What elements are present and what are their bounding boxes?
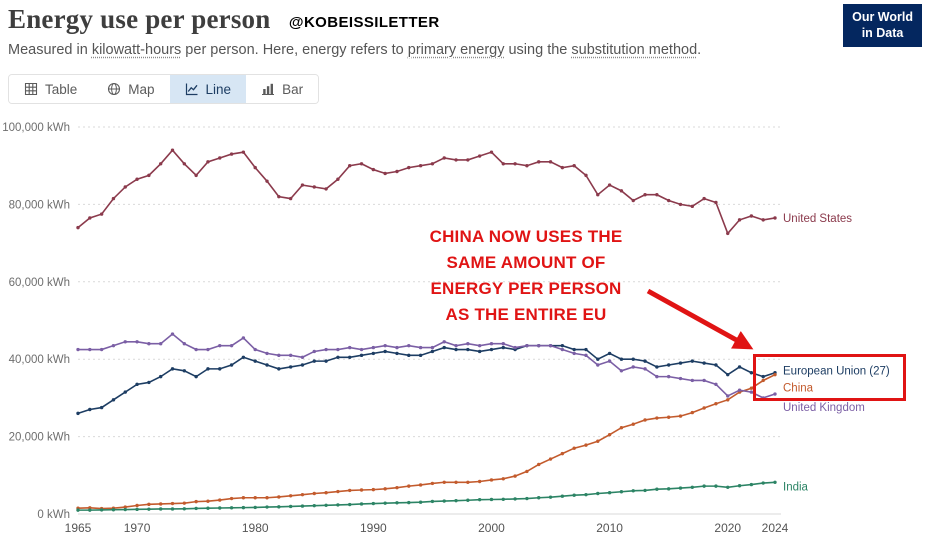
series-points-united-states xyxy=(76,148,777,236)
map-icon xyxy=(107,82,121,96)
series-line-china[interactable] xyxy=(77,373,776,510)
view-tabs: Table Map Line Bar xyxy=(8,74,320,104)
tab-label: Table xyxy=(45,81,78,97)
tab-bar[interactable]: Bar xyxy=(246,75,319,103)
series-label-india[interactable]: India xyxy=(783,481,809,493)
tab-label: Line xyxy=(205,81,232,97)
series-line-european-union-27[interactable] xyxy=(77,344,776,415)
subtitle-text: per person. Here, energy refers to xyxy=(181,42,408,58)
series-label-european-union-27[interactable]: European Union (27) xyxy=(783,366,890,378)
series-label-united-states[interactable]: United States xyxy=(783,213,852,225)
y-axis-tick-label: 100,000 kWh xyxy=(2,122,70,134)
watermark-handle: @KOBEISSILETTER xyxy=(288,14,440,31)
x-axis-tick-label: 1970 xyxy=(124,521,151,535)
series-label-united-kingdom[interactable]: United Kingdom xyxy=(783,402,865,414)
line-chart-canvas[interactable]: 0 kWh 20,000 kWh 40,000 kWh 60,000 kWh 80,00… xyxy=(0,115,930,542)
series-points-china xyxy=(76,372,777,511)
bar-chart-icon xyxy=(261,82,275,96)
y-axis-tick-label: 40,000 kWh xyxy=(9,354,70,366)
y-axis-tick-label: 20,000 kWh xyxy=(9,432,70,444)
chart-subtitle: Measured in kilowatt-hours per person. H… xyxy=(8,42,701,58)
annotation-line: CHINA NOW USES THE xyxy=(429,227,623,246)
series-label-china[interactable]: China xyxy=(783,383,814,395)
series-line-india[interactable] xyxy=(78,481,776,511)
x-axis-tick-label: 2010 xyxy=(596,521,623,535)
tab-table[interactable]: Table xyxy=(9,75,93,103)
series-line-united-states[interactable] xyxy=(77,149,776,235)
tab-line[interactable]: Line xyxy=(169,75,247,103)
tab-label: Map xyxy=(128,81,155,97)
x-axis-tick-label: 1980 xyxy=(242,521,269,535)
term-primary-energy[interactable]: primary energy xyxy=(407,42,505,58)
series-line-united-kingdom[interactable] xyxy=(78,333,776,399)
line-chart-icon xyxy=(185,82,199,96)
y-axis-tick-label: 0 kWh xyxy=(37,509,70,521)
y-axis-tick-label: 60,000 kWh xyxy=(9,277,70,289)
x-axis-tick-label: 1990 xyxy=(360,521,387,535)
tab-label: Bar xyxy=(282,81,304,97)
x-axis-tick-label: 2000 xyxy=(478,521,505,535)
table-icon xyxy=(24,82,38,96)
series-points-united-kingdom xyxy=(76,332,777,400)
owid-logo[interactable]: Our World in Data xyxy=(843,4,922,47)
x-axis-tick-label: 1965 xyxy=(65,521,92,535)
term-substitution-method[interactable]: substitution method xyxy=(571,42,698,58)
subtitle-text: Measured in xyxy=(8,42,92,58)
tab-map[interactable]: Map xyxy=(92,75,170,103)
annotation-line: AS THE ENTIRE EU xyxy=(445,305,607,324)
owid-logo-line2: in Data xyxy=(861,26,904,41)
owid-logo-line1: Our World xyxy=(852,10,913,24)
annotation-text: CHINA NOW USES THE SAME AMOUNT OF ENERGY… xyxy=(400,224,652,328)
subtitle-text: using the xyxy=(504,42,572,58)
term-kilowatt-hours[interactable]: kilowatt-hours xyxy=(91,42,182,58)
y-axis-tick-label: 80,000 kWh xyxy=(9,199,70,211)
page-title: Energy use per person xyxy=(8,4,271,34)
annotation-line: SAME AMOUNT OF xyxy=(446,253,606,272)
annotation-arrow xyxy=(646,288,754,350)
subtitle-text: . xyxy=(697,42,702,58)
chart-header: Energy use per person @KOBEISSILETTER Ou… xyxy=(8,4,922,47)
series-points-india xyxy=(76,480,777,512)
series-points-european-union-27 xyxy=(76,343,777,416)
x-axis-tick-label: 2020 xyxy=(714,521,741,535)
x-axis-tick-label: 2024 xyxy=(762,521,789,535)
annotation-line: ENERGY PER PERSON xyxy=(430,279,622,298)
